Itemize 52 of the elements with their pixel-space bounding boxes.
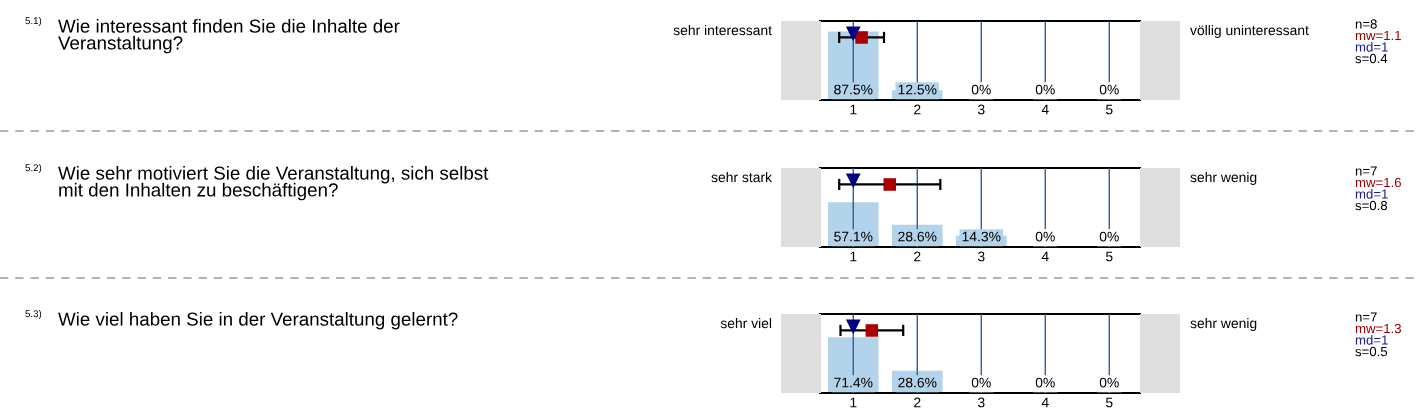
- data-label: 0%: [971, 377, 991, 388]
- text: Wie viel haben Sie in der Veranstaltung gelernt?: [58, 312, 458, 330]
- x-tick-label: 5: [1105, 251, 1113, 262]
- data-label: 57.1%: [834, 231, 873, 242]
- text: 5.2): [25, 164, 42, 174]
- x-tick-label: 3: [977, 251, 985, 262]
- text: 5.1): [25, 17, 42, 27]
- data-label: 0%: [971, 84, 991, 95]
- text: md=1: [1355, 42, 1388, 52]
- x-tick-label: 2: [914, 251, 921, 262]
- text: mw=1.1: [1355, 30, 1401, 41]
- text: sehr interessant: [673, 25, 772, 36]
- data-label: 0%: [1099, 377, 1119, 388]
- text: s=0.4: [1355, 53, 1388, 64]
- x-tick-label: 3: [977, 104, 985, 115]
- data-label: 0%: [1035, 84, 1055, 95]
- text: mw=1.6: [1355, 177, 1401, 188]
- data-label: 0%: [1099, 231, 1119, 242]
- text: n=8: [1355, 19, 1377, 29]
- x-tick-label: 5: [1105, 397, 1113, 408]
- text: md=1: [1355, 189, 1388, 199]
- text: mw=1.3: [1355, 323, 1401, 334]
- text: sehr viel: [720, 318, 772, 329]
- text: sehr wenig: [1190, 318, 1257, 331]
- data-label: 0%: [1035, 231, 1055, 242]
- data-label: 28.6%: [898, 231, 937, 242]
- data-label: 0%: [1099, 84, 1119, 95]
- x-tick-label: 4: [1041, 251, 1049, 262]
- x-tick-label: 2: [914, 104, 921, 115]
- x-tick-label: 1: [850, 251, 857, 262]
- x-tick-label: 1: [850, 104, 857, 115]
- x-tick-label: 1: [850, 397, 857, 408]
- text: sehr stark: [711, 172, 773, 183]
- text: s=0.5: [1355, 346, 1388, 357]
- text: n=7: [1355, 312, 1377, 322]
- text: sehr wenig: [1190, 172, 1257, 185]
- x-tick-label: 4: [1041, 104, 1049, 115]
- text: n=7: [1355, 166, 1377, 176]
- text: Wie sehr motiviert Sie die Veranstaltung, sich selbst mit den Inhalten zu beschäftigen?: [58, 166, 489, 201]
- text: md=1: [1355, 335, 1388, 345]
- text: Wie interessant finden Sie die Inhalte der Veranstaltung?: [58, 19, 400, 54]
- x-tick-label: 2: [914, 397, 921, 408]
- data-label: 28.6%: [898, 377, 937, 388]
- text: 5.3): [25, 310, 42, 320]
- data-label: 87.5%: [834, 84, 873, 95]
- x-tick-label: 5: [1105, 104, 1113, 115]
- text: s=0.8: [1355, 200, 1388, 211]
- text: völlig uninteressant: [1190, 25, 1309, 38]
- data-label: 0%: [1035, 377, 1055, 388]
- x-tick-label: 4: [1041, 397, 1049, 408]
- data-label: 71.4%: [834, 377, 873, 388]
- x-tick-label: 3: [977, 397, 985, 408]
